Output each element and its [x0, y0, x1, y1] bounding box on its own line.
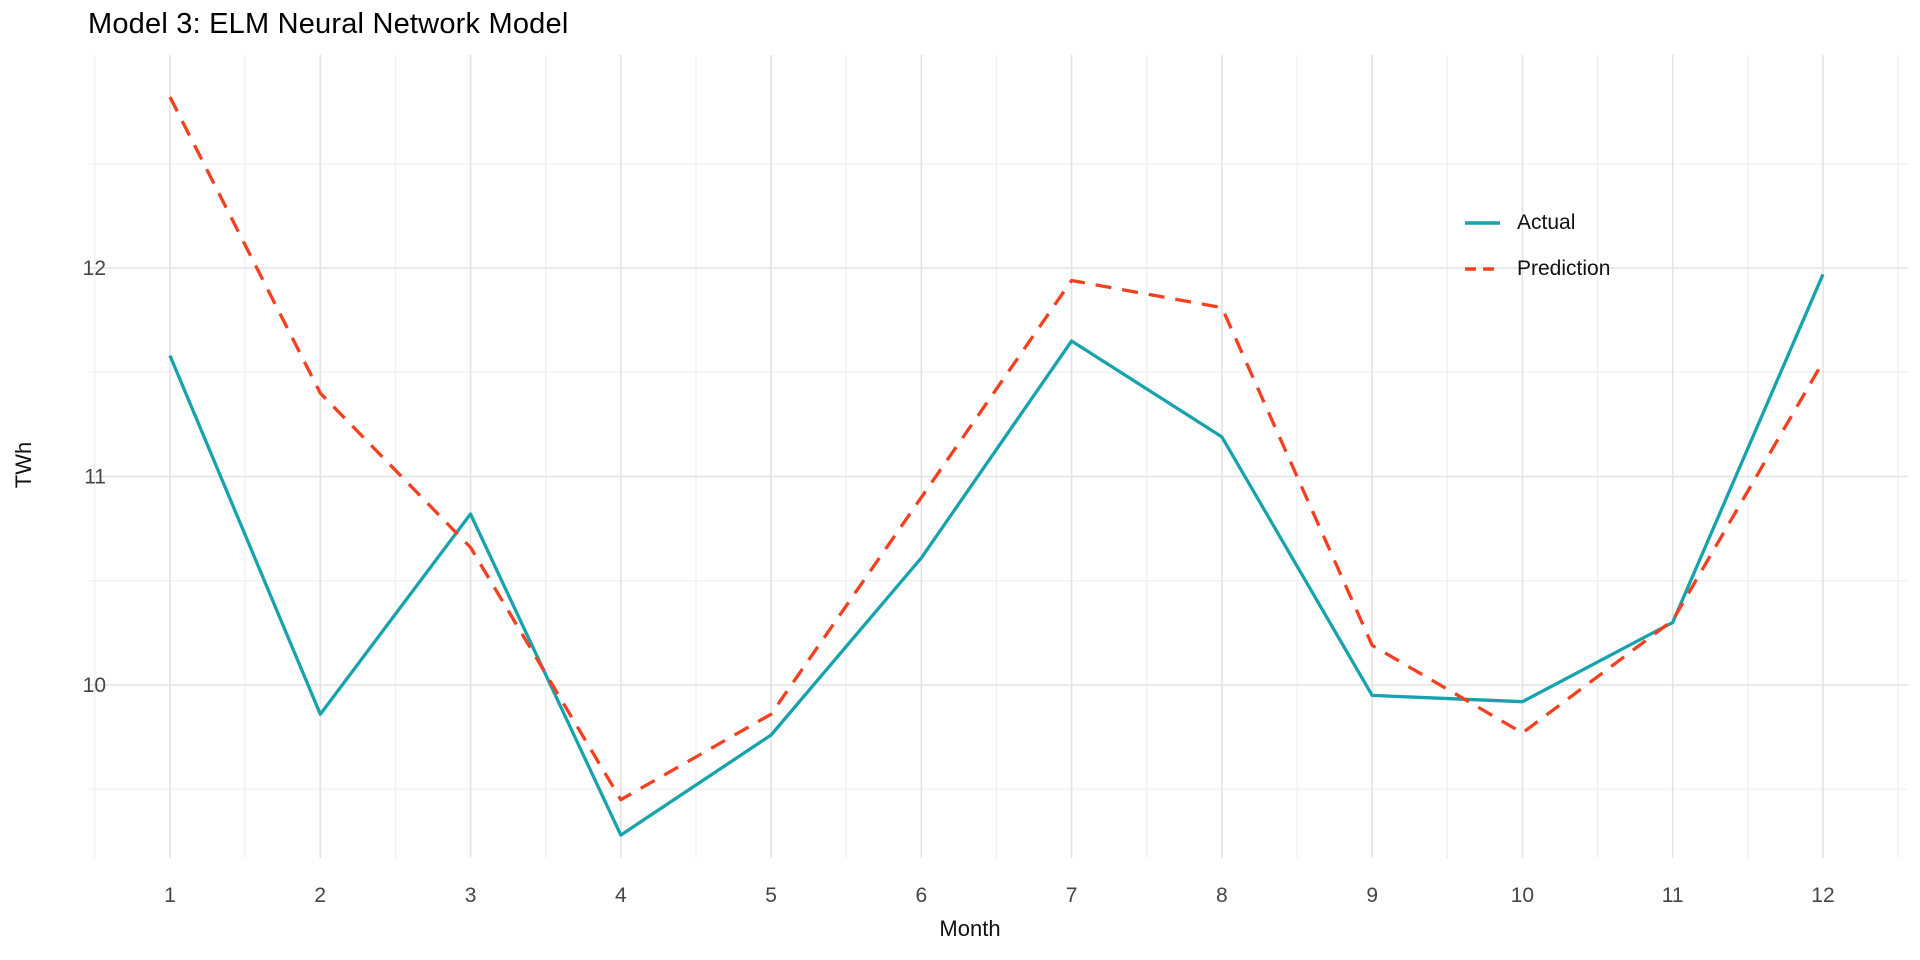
legend-label-prediction: Prediction	[1517, 257, 1611, 280]
legend-key-actual-line	[1465, 221, 1500, 225]
series-prediction-line	[168, 96, 1825, 802]
x-tick-label: 12	[1811, 884, 1834, 907]
x-axis-label: Month	[939, 916, 1001, 941]
chart-title: Model 3: ELM Neural Network Model	[88, 8, 569, 40]
x-tick-label: 10	[1511, 884, 1534, 907]
x-tick-label: 3	[465, 884, 477, 907]
x-tick-label: 7	[1066, 884, 1078, 907]
legend-item-actual: Actual	[1464, 206, 1610, 240]
x-tick-label: 4	[615, 884, 627, 907]
x-tick-label: 5	[765, 884, 777, 907]
legend-key-prediction-line	[1465, 267, 1500, 271]
legend: Actual Prediction	[1464, 206, 1610, 298]
y-tick-label: 10	[83, 674, 106, 697]
series-actual-line	[168, 273, 1825, 837]
x-tick-label: 2	[314, 884, 326, 907]
x-tick-label: 6	[916, 884, 928, 907]
x-tick-label: 1	[164, 884, 176, 907]
x-tick-label: 9	[1366, 884, 1378, 907]
y-axis-label: TWh	[11, 441, 36, 489]
legend-item-prediction: Prediction	[1464, 252, 1610, 286]
legend-label-actual: Actual	[1517, 211, 1576, 234]
x-tick-label: 11	[1662, 884, 1684, 907]
x-tick-label: 8	[1216, 884, 1228, 907]
y-tick-label: 11	[84, 466, 106, 489]
y-tick-label: 12	[83, 257, 106, 280]
